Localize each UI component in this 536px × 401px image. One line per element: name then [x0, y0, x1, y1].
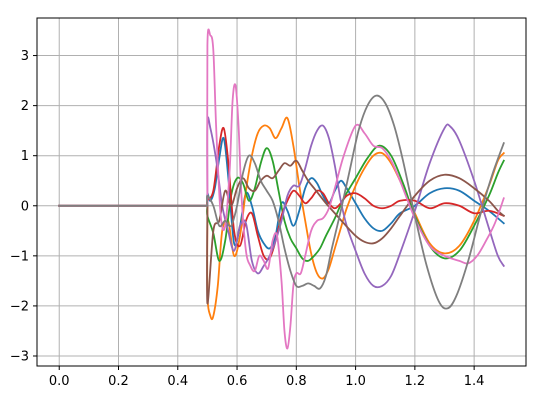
series-line-7	[58, 28, 505, 350]
x-tick-label: 1.0	[345, 374, 366, 389]
y-tick-label: 3	[21, 49, 29, 64]
x-tick-label: 0.0	[49, 374, 70, 389]
series-layer	[58, 28, 506, 350]
x-tick-label: 0.6	[227, 374, 248, 389]
y-tick-label: −1	[10, 249, 29, 264]
x-tick-label: 1.2	[405, 374, 426, 389]
y-tick-label: −3	[10, 349, 29, 364]
y-tick-label: 2	[21, 99, 29, 114]
y-tick-label: −2	[10, 299, 29, 314]
x-tick-label: 1.4	[464, 374, 485, 389]
y-tick-label: 1	[21, 149, 29, 164]
y-tick-label: 0	[21, 199, 29, 214]
x-tick-label: 0.2	[108, 374, 129, 389]
series-line-6	[58, 159, 506, 305]
series-line-5	[58, 116, 506, 289]
series-line-2	[58, 116, 506, 321]
series-line-4	[58, 126, 505, 261]
axes-frame	[36, 17, 527, 367]
series-line-8	[58, 94, 505, 310]
x-tick-label: 0.4	[167, 374, 188, 389]
x-tick-label: 0.8	[286, 374, 307, 389]
axis-ticks: 0.0 0.2 0.4 0.6 0.8 1.0 1.2 1.4 −3 −2 −1 0 1 2 3	[10, 49, 485, 389]
